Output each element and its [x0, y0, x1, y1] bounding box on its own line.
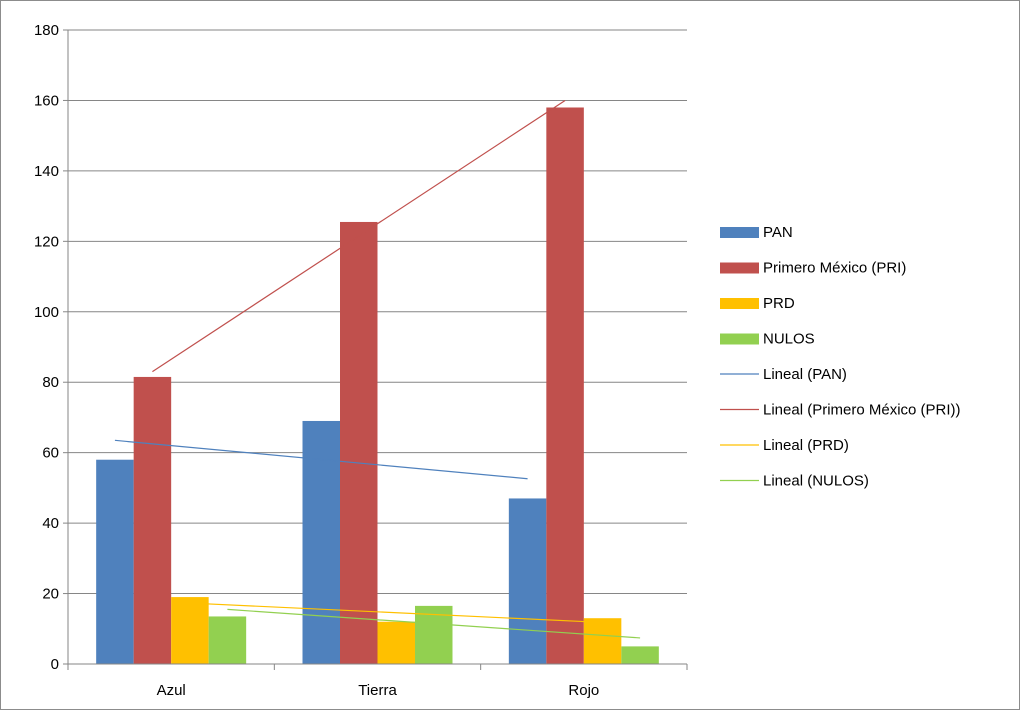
bar-pan-rojo: [508, 498, 547, 664]
x-tick-label-tierra: Tierra: [358, 682, 397, 699]
y-tick-label-40: 40: [42, 515, 59, 532]
legend-label-lineal-primero-m-xico-pri: Lineal (Primero México (PRI)): [763, 402, 961, 419]
bar-primero-m-xico-pri-tierra: [340, 221, 378, 664]
bar-prd-tierra: [377, 621, 415, 664]
bar-pan-azul: [96, 459, 134, 664]
bar-nulos-azul: [208, 616, 247, 664]
x-tick-label-azul: Azul: [157, 682, 186, 699]
legend-label-prd: PRD: [763, 295, 795, 312]
y-tick-label-60: 60: [42, 445, 59, 462]
legend-swatch-pan: [720, 227, 759, 238]
bar-nulos-rojo: [621, 646, 659, 664]
bars: [96, 107, 659, 664]
y-tick-label-20: 20: [42, 586, 59, 603]
y-tick-label-120: 120: [34, 233, 59, 250]
trendline-nulos: [227, 608, 641, 639]
trendlines: [114, 99, 641, 639]
legend: PAN Primero México (PRI) PRD NULOS Lineal (P…: [720, 224, 961, 490]
legend-swatch-nulos: [720, 333, 759, 345]
y-tick-label-100: 100: [34, 304, 59, 321]
legend-label-lineal-prd: Lineal (PRD): [763, 437, 849, 454]
trendline-pan: [114, 439, 528, 480]
bar-prd-azul: [171, 597, 209, 664]
trendline-prd: [189, 602, 603, 624]
legend-label-nulos: NULOS: [763, 331, 815, 348]
bar-primero-m-xico-pri-rojo: [546, 107, 584, 664]
y-tick-label-180: 180: [34, 22, 59, 39]
y-tick-label-140: 140: [34, 163, 59, 180]
legend-swatch-primero-m-xico-pri: [720, 262, 759, 274]
y-tick-label-80: 80: [42, 374, 59, 391]
legend-label-lineal-pan: Lineal (PAN): [763, 366, 847, 383]
axes: 0 20 40 60 80 100 120 140 160 180 Azul Tierra Rojo: [34, 22, 688, 699]
bar-pan-tierra: [302, 420, 340, 664]
bar-prd-rojo: [583, 618, 622, 664]
legend-label-pan: PAN: [763, 224, 793, 241]
y-tick-label-160: 160: [34, 92, 59, 109]
trendline-primero-m-xico-pri: [152, 99, 566, 373]
legend-swatch-prd: [720, 298, 759, 309]
x-tick-label-rojo: Rojo: [568, 682, 599, 699]
legend-label-lineal-nulos: Lineal (NULOS): [763, 473, 869, 490]
bar-primero-m-xico-pri-azul: [133, 376, 172, 664]
legend-label-primero-m-xico-pri: Primero México (PRI): [763, 260, 906, 277]
y-tick-label-0: 0: [51, 656, 59, 673]
